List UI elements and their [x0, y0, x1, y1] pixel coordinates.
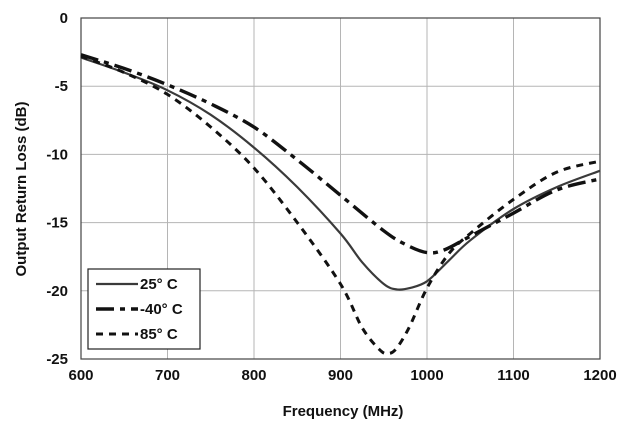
series-line-1: [80, 53, 601, 255]
plot-frame: [80, 17, 601, 360]
y-tick-label: -5: [55, 78, 68, 95]
x-tick-label: 1100: [497, 367, 530, 384]
legend-label-0: 25° C: [140, 276, 178, 293]
legend-label-2: 85° C: [140, 326, 178, 343]
legend: 25° C -40° C 85° C: [87, 268, 201, 350]
series-line-2: [80, 54, 601, 356]
y-axis-title: Output Return Loss (dB): [13, 102, 30, 277]
y-tick-labels: 0 -5 -10 -15 -20 -25: [46, 10, 68, 368]
y-tick-label: -10: [46, 146, 68, 163]
legend-label-1: -40° C: [140, 301, 183, 318]
x-tick-label: 900: [328, 367, 353, 384]
y-tick-label: -15: [46, 215, 68, 232]
x-tick-label: 800: [241, 367, 266, 384]
x-tick-label: 1000: [410, 367, 443, 384]
x-tick-label: 700: [155, 367, 180, 384]
y-tick-label: -20: [46, 283, 68, 300]
x-axis-title: Frequency (MHz): [283, 403, 404, 420]
x-tick-label: 600: [68, 367, 93, 384]
y-tick-label: 0: [60, 10, 68, 27]
series-group: [80, 53, 601, 356]
x-tick-label: 1200: [583, 367, 616, 384]
y-tick-label: -25: [46, 351, 68, 368]
x-tick-labels: 600 700 800 900 1000 1100 1200: [68, 367, 616, 384]
